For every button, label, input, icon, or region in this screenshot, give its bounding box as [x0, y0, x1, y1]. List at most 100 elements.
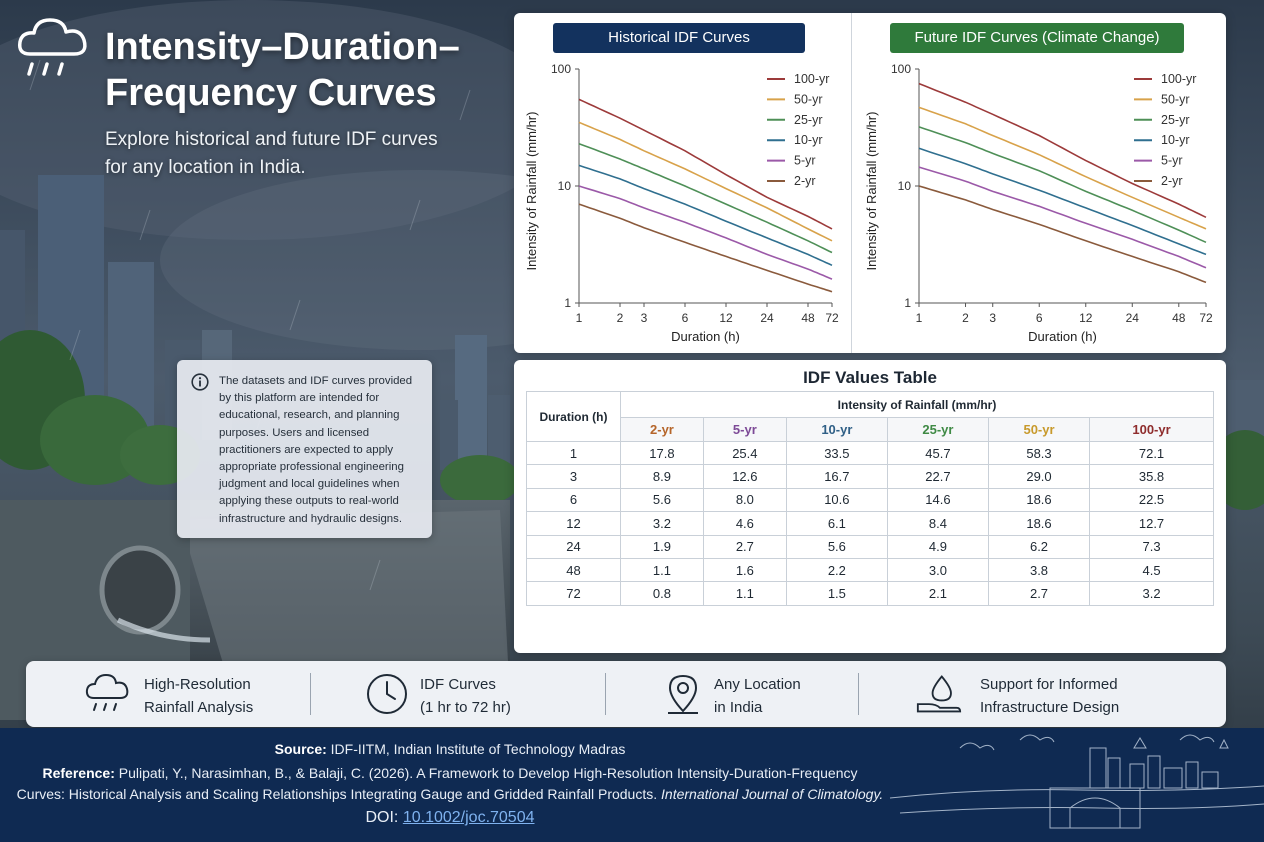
intensity-cell: 3.2 — [1089, 581, 1214, 606]
feature-line-1: IDF Curves — [420, 676, 496, 693]
x-axis-label: Duration (h) — [671, 329, 740, 344]
intensity-cell: 8.4 — [886, 511, 989, 536]
series-line-10-yr — [918, 147, 1207, 256]
intensity-cell: 22.7 — [886, 464, 989, 489]
feature-text: IDF Curves (1 hr to 72 hr) — [420, 673, 511, 719]
x-tick-label: 72 — [825, 311, 839, 325]
legend-label: 100-yr — [1161, 72, 1196, 86]
intensity-cell: 4.9 — [886, 534, 989, 559]
intensity-cell: 5.6 — [785, 534, 888, 559]
legend-label: 100-yr — [794, 72, 829, 86]
page-subtitle-line-2: for any location in India. — [105, 157, 306, 178]
reference-text-2: Curves: Historical Analysis and Scaling … — [16, 786, 662, 802]
intensity-cell: 1.1 — [620, 557, 704, 583]
page-title-line-1: Intensity–Duration– — [105, 26, 460, 68]
idf-values-table-card: IDF Values Table Duration (h) Intensity … — [514, 360, 1226, 653]
reference-label: Reference: — [42, 765, 115, 781]
intensity-cell: 2.7 — [702, 534, 787, 559]
doi-label: DOI: — [365, 809, 403, 826]
feature-line-2: Infrastructure Design — [980, 699, 1120, 716]
feature-infrastructure-design: Support for Informed Infrastructure Desi… — [916, 661, 1196, 727]
intensity-cell: 33.5 — [785, 440, 888, 466]
x-axis-label: Duration (h) — [1028, 329, 1097, 344]
rain-cloud-icon — [85, 673, 129, 711]
intensity-cell: 2.7 — [987, 581, 1091, 606]
clock-icon — [367, 674, 407, 714]
y-tick-label: 100 — [891, 62, 911, 76]
table-row: 1 17.8 25.4 33.5 45.7 58.3 72.1 — [526, 440, 1214, 466]
feature-any-location: Any Location in India — [660, 661, 860, 727]
water-drop-hand-icon — [916, 675, 962, 713]
intensity-cell: 6.1 — [785, 511, 888, 536]
legend-label: 5-yr — [794, 154, 816, 168]
y-tick-label: 100 — [551, 62, 571, 76]
return-period-header: 10-yr — [785, 417, 888, 442]
duration-cell: 48 — [526, 557, 621, 583]
return-period-header: 50-yr — [987, 417, 1091, 442]
series-line-100-yr — [578, 98, 833, 230]
x-tick-label: 3 — [989, 311, 996, 325]
footer-doi: DOI: 10.1002/joc.70504 — [0, 808, 900, 828]
feature-line-2: in India — [714, 699, 763, 716]
intensity-cell: 25.4 — [702, 440, 787, 466]
page-subtitle: Explore historical and future IDF curves… — [105, 126, 465, 182]
duration-cell: 12 — [526, 511, 621, 536]
duration-cell: 72 — [526, 581, 621, 606]
x-tick-label: 12 — [719, 311, 733, 325]
y-tick-label: 1 — [564, 296, 571, 310]
x-tick-label: 12 — [1079, 311, 1093, 325]
features-bar: High-Resolution Rainfall Analysis IDF Cu… — [26, 661, 1226, 727]
x-tick-label: 72 — [1199, 311, 1213, 325]
duration-cell: 24 — [526, 534, 621, 559]
return-period-header: 25-yr — [886, 417, 989, 442]
intensity-cell: 17.8 — [620, 440, 704, 466]
feature-line-1: Any Location — [714, 676, 801, 693]
series-line-50-yr — [918, 106, 1207, 230]
info-icon — [191, 373, 209, 391]
footer: Source: IDF-IITM, Indian Institute of Te… — [0, 728, 1264, 842]
journal-name: International Journal of Climatology. — [661, 786, 884, 802]
series-line-2-yr — [918, 185, 1207, 284]
return-period-header: 100-yr — [1089, 417, 1214, 442]
legend-label: 25-yr — [1161, 113, 1189, 127]
historical-chart-title: Historical IDF Curves — [553, 23, 805, 53]
intensity-cell: 35.8 — [1089, 464, 1214, 489]
duration-cell: 3 — [526, 464, 621, 489]
series-line-5-yr — [918, 166, 1207, 269]
table-row: 72 0.8 1.1 1.5 2.1 2.7 3.2 — [526, 581, 1214, 606]
table-row: 3 8.9 12.6 16.7 22.7 29.0 35.8 — [526, 464, 1214, 489]
intensity-cell: 3.8 — [987, 557, 1091, 583]
intensity-cell: 3.0 — [886, 557, 989, 583]
series-line-25-yr — [578, 142, 833, 254]
feature-text: Support for Informed Infrastructure Desi… — [980, 673, 1119, 719]
intensity-cell: 22.5 — [1089, 487, 1214, 513]
legend-label: 50-yr — [1161, 92, 1189, 106]
y-axis-label: Intensity of Rainfall (mm/hr) — [524, 112, 539, 271]
x-tick-label: 24 — [760, 311, 774, 325]
doi-link[interactable]: 10.1002/joc.70504 — [402, 809, 535, 826]
intensity-cell: 18.6 — [987, 511, 1091, 536]
footer-reference-line-1: Reference: Pulipati, Y., Narasimhan, B.,… — [0, 763, 900, 783]
intensity-cell: 1.9 — [620, 534, 704, 559]
series-line-10-yr — [578, 164, 833, 267]
intensity-cell: 12.7 — [1089, 511, 1214, 536]
intensity-cell: 4.5 — [1089, 557, 1214, 583]
reference-text-1: Pulipati, Y., Narasimhan, B., & Balaji, … — [114, 765, 858, 781]
footer-source: Source: IDF-IITM, Indian Institute of Te… — [0, 739, 900, 759]
city-skyline-line-art — [889, 734, 1264, 829]
source-text: IDF-IITM, Indian Institute of Technology… — [326, 741, 626, 757]
idf-values-table: Duration (h) Intensity of Rainfall (mm/h… — [526, 391, 1214, 606]
location-pin-icon — [668, 674, 698, 714]
intensity-cell: 12.6 — [702, 464, 787, 489]
feature-separator — [858, 673, 859, 715]
intensity-cell: 18.6 — [987, 487, 1091, 513]
duration-cell: 6 — [526, 487, 621, 513]
table-row: 24 1.9 2.7 5.6 4.9 6.2 7.3 — [526, 534, 1214, 559]
intensity-cell: 4.6 — [702, 511, 787, 536]
legend-label: 10-yr — [794, 133, 822, 147]
footer-reference-line-2: Curves: Historical Analysis and Scaling … — [0, 784, 900, 804]
x-tick-label: 48 — [1172, 311, 1186, 325]
intensity-column-header: Intensity of Rainfall (mm/hr) — [620, 391, 1214, 418]
x-tick-label: 6 — [1036, 311, 1043, 325]
